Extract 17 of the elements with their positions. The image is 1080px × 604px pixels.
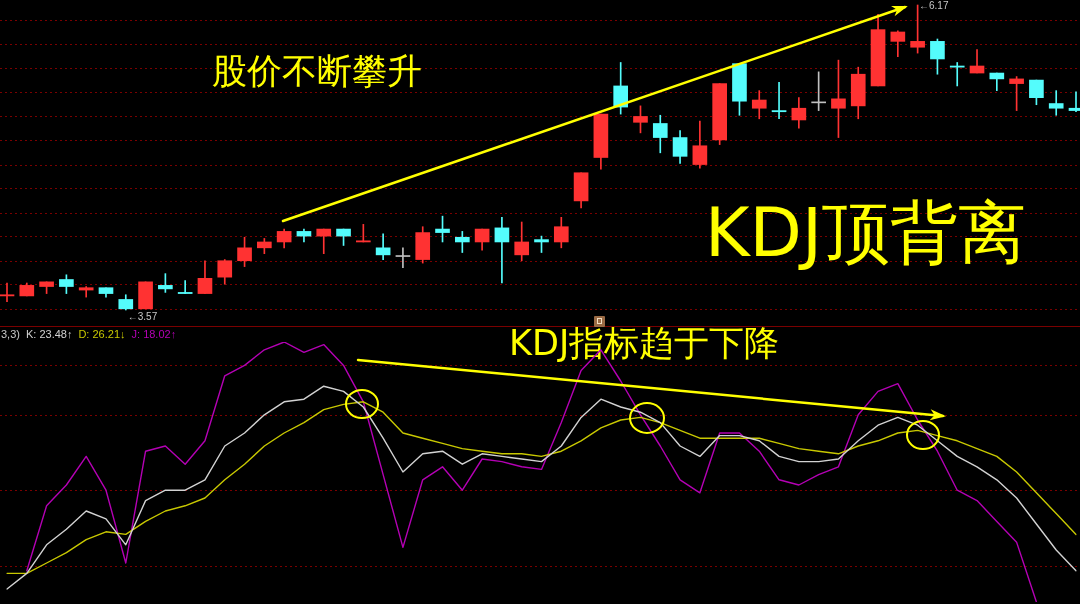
text: K: 23.48↑ (25, 328, 73, 341)
annotation: KDJ指标趋于下降 (509, 323, 780, 364)
candlestick (177, 280, 193, 294)
annotation: ←6.17 (919, 0, 949, 11)
candlestick (0, 282, 15, 303)
legend-title: 3,3) (1, 328, 20, 341)
annotation: 股价不断攀升 (212, 51, 422, 92)
candlestick (454, 231, 470, 253)
text: D: 26.21↓ (78, 328, 126, 341)
candlestick (949, 62, 965, 87)
candlestick (1048, 90, 1064, 116)
annotation: KDJ顶背离 (705, 192, 1027, 272)
candlestick (494, 217, 510, 284)
candlestick (395, 247, 411, 269)
annotation: ←3.57 (127, 310, 158, 322)
text: J: 18.02↑ (131, 328, 177, 341)
candlestick (771, 82, 787, 120)
